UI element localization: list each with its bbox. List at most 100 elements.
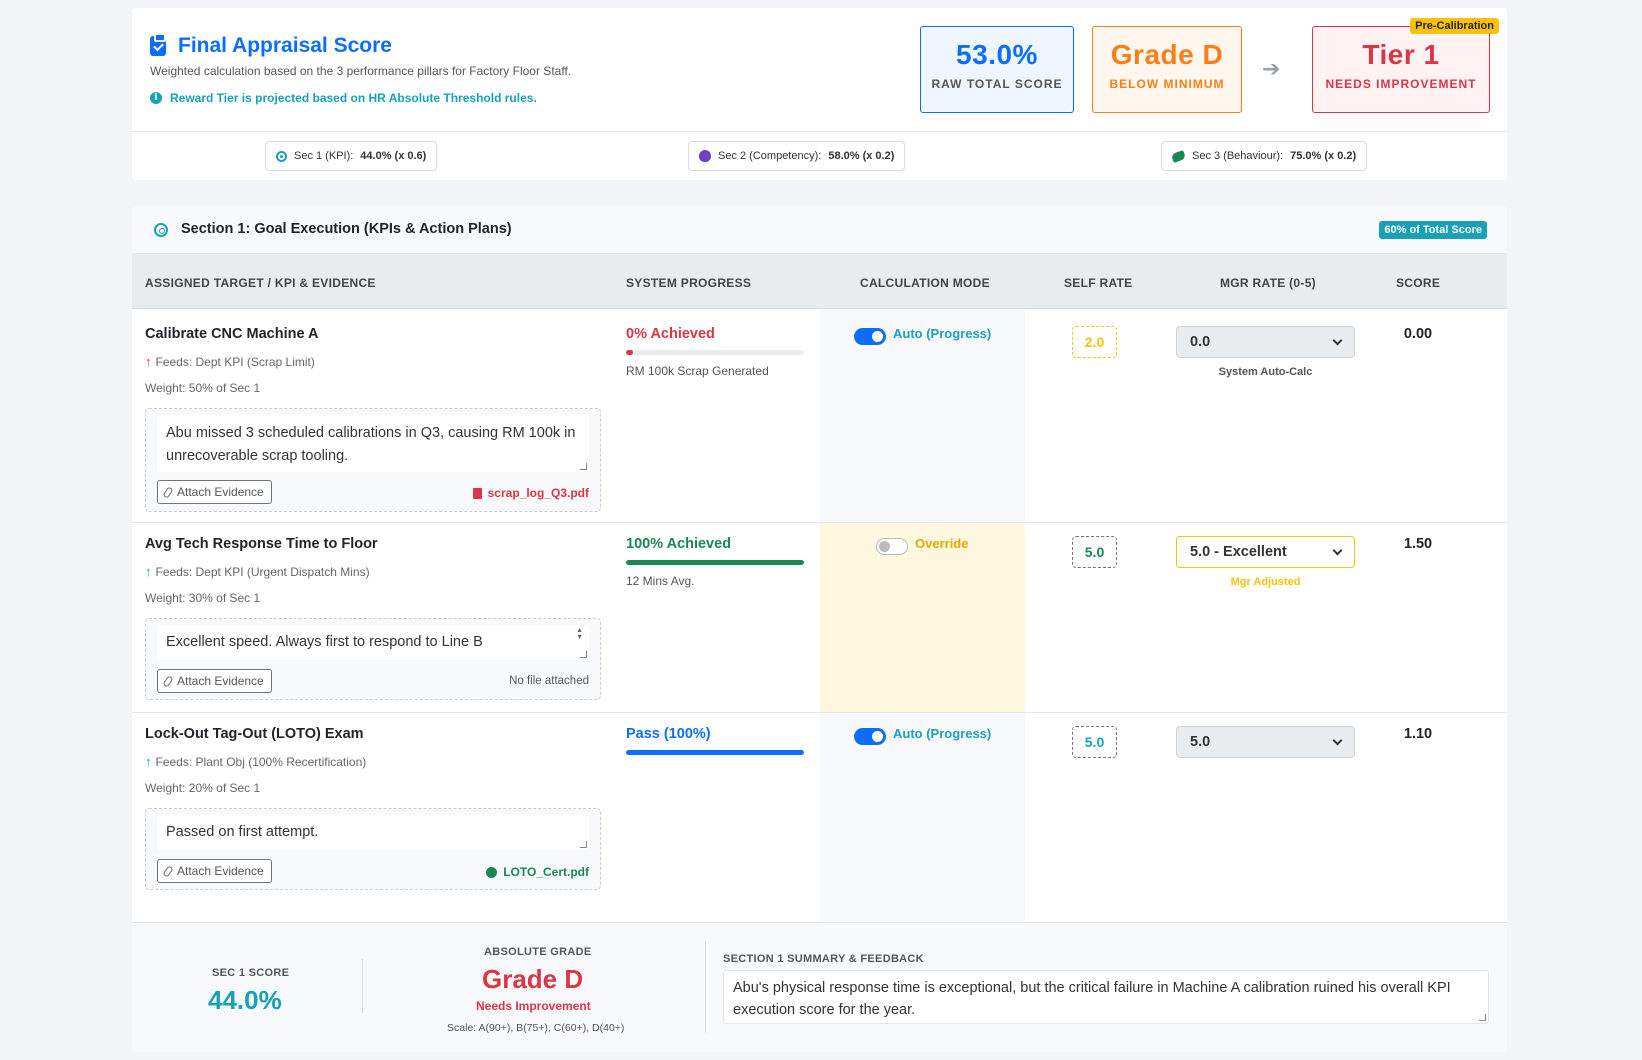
evidence-textarea[interactable]: Abu missed 3 scheduled calibrations in Q… [157, 415, 589, 472]
paperclip-icon [162, 864, 174, 878]
kpi-title: Avg Tech Response Time to Floor [145, 536, 378, 552]
kpi-title: Calibrate CNC Machine A [145, 326, 319, 342]
progress-fill [626, 560, 804, 565]
grade-label: BELOW MINIMUM [1109, 77, 1225, 91]
evidence-file-name: LOTO_Cert.pdf [503, 865, 589, 879]
divider [362, 959, 363, 1013]
evidence-textarea[interactable]: Passed on first attempt. [157, 815, 589, 850]
col-score: SCORE [1396, 276, 1441, 290]
page-subtitle: Weighted calculation based on the 3 perf… [150, 64, 572, 78]
tier-note: i Reward Tier is projected based on HR A… [150, 91, 537, 105]
calc-mode-toggle[interactable] [854, 728, 886, 745]
kpi-feeds: ↑ Feeds: Dept KPI (Urgent Dispatch Mins) [145, 564, 370, 579]
calc-mode-toggle[interactable] [854, 328, 886, 345]
tier-label: NEEDS IMPROVEMENT [1325, 77, 1477, 91]
absolute-grade-label: ABSOLUTE GRADE [484, 946, 592, 958]
pillar-sec3: Sec 3 (Behaviour): 75.0% (x 0.2) [1161, 141, 1368, 171]
kpi-weight: Weight: 30% of Sec 1 [145, 591, 261, 605]
paperclip-icon [162, 674, 174, 688]
progress-label: 0% Achieved [626, 326, 715, 342]
evidence-box: Passed on first attempt. Attach Evidence… [145, 808, 601, 890]
evidence-file-link[interactable]: LOTO_Cert.pdf [486, 865, 589, 879]
resize-handle[interactable] [580, 841, 587, 848]
attach-evidence-button[interactable]: Attach Evidence [157, 859, 272, 883]
pillar-sec1: Sec 1 (KPI): 44.0% (x 0.6) [265, 141, 438, 171]
evidence-box: Excellent speed. Always first to respond… [145, 618, 601, 700]
mgr-rate-select[interactable]: 5.0 - Excellent [1176, 536, 1355, 568]
section-footer: SEC 1 SCORE 44.0% ABSOLUTE GRADE Grade D… [132, 922, 1507, 1052]
pillar-label: Sec 1 (KPI): [294, 150, 354, 162]
raw-score-label: RAW TOTAL SCORE [931, 77, 1063, 91]
chevron-down-icon [1332, 545, 1343, 555]
section-header: Section 1: Goal Execution (KPIs & Action… [132, 206, 1507, 254]
kpi-title: Lock-Out Tag-Out (LOTO) Exam [145, 726, 364, 742]
pillar-sec2: Sec 2 (Competency): 58.0% (x 0.2) [688, 141, 906, 171]
evidence-text: Excellent speed. Always first to respond… [166, 634, 483, 650]
chevron-down-icon [1332, 735, 1343, 745]
final-score-card: Final Appraisal Score Weighted calculati… [132, 8, 1507, 180]
table-header: ASSIGNED TARGET / KPI & EVIDENCE SYSTEM … [132, 254, 1507, 309]
mgr-rate-value: 5.0 [1190, 734, 1211, 750]
section-1-card: Section 1: Goal Execution (KPIs & Action… [132, 206, 1507, 1052]
progress-bar [626, 350, 804, 355]
progress-sub: 12 Mins Avg. [626, 574, 695, 588]
resize-handle[interactable] [1479, 1014, 1486, 1021]
resize-handle[interactable] [580, 463, 587, 470]
scroll-arrows-icon[interactable]: ▲ ▼ [576, 627, 583, 641]
calc-cell-override-bg [820, 522, 1025, 712]
page-title: Final Appraisal Score [178, 34, 392, 57]
pdf-file-icon [472, 487, 482, 499]
col-mgr-rate: MGR RATE (0-5) [1220, 276, 1316, 290]
progress-bar [626, 750, 804, 755]
col-target: ASSIGNED TARGET / KPI & EVIDENCE [145, 276, 376, 290]
arrow-up-icon: ↑ [145, 354, 152, 369]
kpi-feeds-text: Feeds: Dept KPI (Scrap Limit) [155, 354, 315, 369]
attach-evidence-button[interactable]: Attach Evidence [157, 669, 272, 693]
kpi-feeds: ↑ Feeds: Plant Obj (100% Recertification… [145, 754, 366, 769]
evidence-file-link[interactable]: scrap_log_Q3.pdf [472, 486, 589, 500]
pillar-value: 75.0% (x 0.2) [1290, 150, 1357, 162]
evidence-textarea[interactable]: Excellent speed. Always first to respond… [157, 625, 589, 660]
attach-evidence-button[interactable]: Attach Evidence [157, 480, 272, 504]
divider [132, 131, 1507, 132]
mgr-rate-value: 0.0 [1190, 334, 1211, 350]
kpi-weight: Weight: 20% of Sec 1 [145, 781, 261, 795]
evidence-file-name: scrap_log_Q3.pdf [487, 486, 589, 500]
mgr-rate-select[interactable]: 0.0 [1176, 326, 1355, 358]
calc-cell-bg [820, 310, 1025, 522]
mgr-rate-note: System Auto-Calc [1218, 366, 1313, 378]
summary-label: SECTION 1 SUMMARY & FEEDBACK [723, 953, 924, 965]
absolute-grade-sub: Needs Improvement [476, 999, 591, 1013]
progress-label: Pass (100%) [626, 726, 711, 742]
summary-textarea[interactable]: Abu's physical response time is exceptio… [723, 970, 1489, 1024]
calc-cell-bg [820, 712, 1025, 922]
mgr-rate-select[interactable]: 5.0 [1176, 726, 1355, 758]
col-self-rate: SELF RATE [1064, 276, 1133, 290]
tier-box: Pre-Calibration Tier 1 NEEDS IMPROVEMENT [1312, 18, 1499, 113]
pre-calibration-badge: Pre-Calibration [1410, 18, 1499, 34]
absolute-grade-value: Grade D [482, 964, 584, 994]
progress-sub: RM 100k Scrap Generated [626, 364, 769, 378]
calc-mode-label: Auto (Progress) [893, 326, 992, 341]
summary-text: Abu's physical response time is exceptio… [733, 980, 1451, 1018]
attach-label: Attach Evidence [177, 485, 264, 499]
arrow-up-icon: ↑ [145, 754, 152, 769]
tier-note-text: Reward Tier is projected based on HR Abs… [170, 91, 537, 105]
target-icon [276, 150, 287, 162]
paperclip-icon [162, 485, 174, 499]
attach-label: Attach Evidence [177, 864, 264, 878]
resize-handle[interactable] [580, 651, 587, 658]
grade-value: Grade D [1110, 39, 1224, 70]
kpi-feeds: ↑ Feeds: Dept KPI (Scrap Limit) [145, 354, 315, 369]
target-icon [154, 223, 168, 237]
calc-mode-label: Override [915, 536, 969, 551]
pillar-label: Sec 3 (Behaviour): [1192, 150, 1284, 162]
raw-score-box: 53.0% RAW TOTAL SCORE [920, 26, 1074, 113]
self-rate-value: 2.0 [1072, 326, 1117, 358]
col-calc-mode: CALCULATION MODE [860, 276, 990, 290]
self-rate-value: 5.0 [1072, 536, 1117, 568]
row-score: 1.10 [1403, 726, 1433, 742]
calc-mode-toggle[interactable] [876, 538, 908, 555]
certificate-icon [486, 866, 498, 878]
handshake-icon [1170, 149, 1187, 163]
